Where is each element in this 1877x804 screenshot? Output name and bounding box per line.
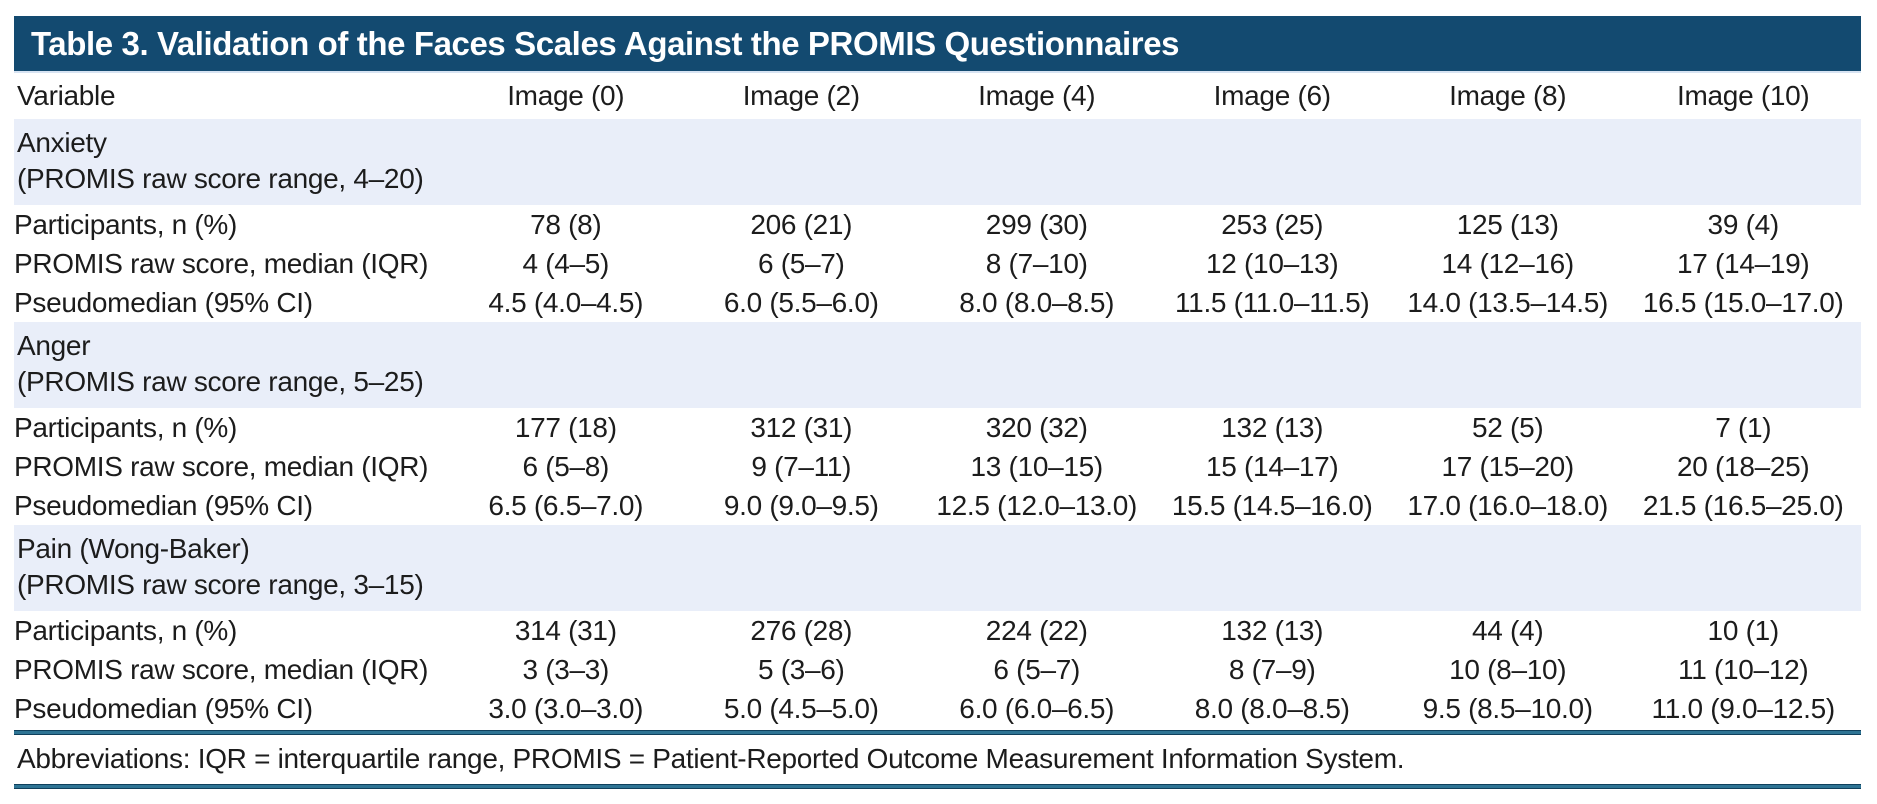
table-row: PROMIS raw score, median (IQR) 6 (5–8) 9… <box>14 447 1861 486</box>
table-cell: 52 (5) <box>1472 412 1544 443</box>
table-row: PROMIS raw score, median (IQR) 3 (3–3) 5… <box>14 650 1861 689</box>
table-cell: 16.5 (15.0–17.0) <box>1642 287 1844 318</box>
row-label: Participants, n (%) <box>14 615 238 646</box>
table-row: Participants, n (%) 314 (31) 276 (28) 22… <box>14 611 1861 650</box>
section-header-cell: Pain (Wong-Baker) (PROMIS raw score rang… <box>14 525 1861 611</box>
section-name: Anger <box>17 330 91 361</box>
table-cell: 8 (7–10) <box>985 248 1088 279</box>
table-cell: 11 (10–12) <box>1678 654 1809 685</box>
table-cell: 177 (18) <box>514 412 617 443</box>
table-cell: 17.0 (16.0–18.0) <box>1407 490 1609 521</box>
section-header-row-pain: Pain (Wong-Baker) (PROMIS raw score rang… <box>14 525 1861 611</box>
table-cell: 224 (22) <box>985 615 1088 646</box>
table-cell: 4.5 (4.0–4.5) <box>488 287 644 318</box>
table-cell: 6.5 (6.5–7.0) <box>488 490 644 521</box>
table-cell: 13 (10–15) <box>970 451 1104 482</box>
row-label: Pseudomedian (95% CI) <box>14 693 313 724</box>
table-cell: 9.0 (9.0–9.5) <box>723 490 879 521</box>
row-label: Participants, n (%) <box>14 412 238 443</box>
table-cell: 4 (4–5) <box>522 248 610 279</box>
divider-rule-bottom <box>14 784 1861 789</box>
row-label: Participants, n (%) <box>14 209 238 240</box>
table-cell: 6.0 (6.0–6.5) <box>959 693 1115 724</box>
table-cell: 5 (3–6) <box>757 654 845 685</box>
table-row: Pseudomedian (95% CI) 3.0 (3.0–3.0) 5.0 … <box>14 689 1861 728</box>
table-cell: 8.0 (8.0–8.5) <box>1194 693 1350 724</box>
section-range-note: (PROMIS raw score range, 4–20) <box>17 163 424 194</box>
table-row: Pseudomedian (95% CI) 6.5 (6.5–7.0) 9.0 … <box>14 486 1861 525</box>
table-cell: 3.0 (3.0–3.0) <box>488 693 644 724</box>
row-label: Pseudomedian (95% CI) <box>14 490 313 521</box>
table-row: Participants, n (%) 78 (8) 206 (21) 299 … <box>14 205 1861 244</box>
section-name: Pain (Wong-Baker) <box>17 533 250 564</box>
table-row: Participants, n (%) 177 (18) 312 (31) 32… <box>14 408 1861 447</box>
table-cell: 312 (31) <box>750 412 853 443</box>
table-cell: 5.0 (4.5–5.0) <box>723 693 879 724</box>
column-header-image-10: Image (10) <box>1677 80 1810 111</box>
section-header-row-anxiety: Anxiety (PROMIS raw score range, 4–20) <box>14 119 1861 205</box>
table-cell: 9 (7–11) <box>751 451 852 482</box>
table-cell: 6.0 (5.5–6.0) <box>723 287 879 318</box>
section-header-cell: Anger (PROMIS raw score range, 5–25) <box>14 322 1861 408</box>
table-cell: 8 (7–9) <box>1228 654 1316 685</box>
section-name: Anxiety <box>17 127 107 158</box>
section-range-note: (PROMIS raw score range, 3–15) <box>17 569 424 600</box>
column-header-image-4: Image (4) <box>978 80 1096 111</box>
table-cell: 78 (8) <box>530 209 602 240</box>
divider-rule-top <box>14 730 1861 735</box>
table-cell: 11.0 (9.0–12.5) <box>1651 693 1836 724</box>
column-header-image-8: Image (8) <box>1449 80 1567 111</box>
table-title: Table 3. Validation of the Faces Scales … <box>31 24 1180 62</box>
table-cell: 12.5 (12.0–13.0) <box>936 490 1138 521</box>
table-cell: 6 (5–8) <box>522 451 610 482</box>
table-cell: 11.5 (11.0–11.5) <box>1174 287 1370 318</box>
table-row: Pseudomedian (95% CI) 4.5 (4.0–4.5) 6.0 … <box>14 283 1861 322</box>
table-cell: 8.0 (8.0–8.5) <box>959 287 1115 318</box>
row-label: PROMIS raw score, median (IQR) <box>14 248 429 279</box>
table-cell: 15.5 (14.5–16.0) <box>1171 490 1373 521</box>
abbreviations-note: Abbreviations: IQR = interquartile range… <box>17 743 1405 774</box>
column-header-row: Variable Image (0) Image (2) Image (4) I… <box>14 73 1861 119</box>
table-cell: 132 (13) <box>1221 412 1324 443</box>
table-cell: 12 (10–13) <box>1206 248 1339 279</box>
table-cell: 314 (31) <box>514 615 617 646</box>
table-cell: 7 (1) <box>1715 412 1772 443</box>
validation-table: Variable Image (0) Image (2) Image (4) I… <box>14 73 1861 728</box>
column-header-image-6: Image (6) <box>1213 80 1331 111</box>
table-cell: 299 (30) <box>985 209 1088 240</box>
row-label: PROMIS raw score, median (IQR) <box>14 451 429 482</box>
table-cell: 17 (15–20) <box>1441 451 1574 482</box>
table-cell: 14.0 (13.5–14.5) <box>1407 287 1609 318</box>
table-cell: 15 (14–17) <box>1206 451 1339 482</box>
table-cell: 132 (13) <box>1221 615 1324 646</box>
table-title-bar: Table 3. Validation of the Faces Scales … <box>14 16 1861 73</box>
table-cell: 276 (28) <box>750 615 853 646</box>
table-cell: 320 (32) <box>985 412 1088 443</box>
row-label: Pseudomedian (95% CI) <box>14 287 313 318</box>
table-cell: 206 (21) <box>750 209 853 240</box>
section-header-cell: Anxiety (PROMIS raw score range, 4–20) <box>14 119 1861 205</box>
column-header-image-0: Image (0) <box>507 80 625 111</box>
table-cell: 253 (25) <box>1221 209 1324 240</box>
table-cell: 9.5 (8.5–10.0) <box>1422 693 1593 724</box>
table-cell: 10 (1) <box>1707 615 1780 646</box>
section-range-note: (PROMIS raw score range, 5–25) <box>17 366 424 397</box>
table-cell: 125 (13) <box>1456 209 1559 240</box>
column-header-image-2: Image (2) <box>742 80 860 111</box>
table-row: PROMIS raw score, median (IQR) 4 (4–5) 6… <box>14 244 1861 283</box>
table-cell: 39 (4) <box>1707 209 1780 240</box>
table-cell: 20 (18–25) <box>1677 451 1810 482</box>
table-cell: 6 (5–7) <box>993 654 1081 685</box>
table-cell: 44 (4) <box>1472 615 1544 646</box>
table-cell: 3 (3–3) <box>522 654 610 685</box>
table-cell: 17 (14–19) <box>1677 248 1810 279</box>
column-header-variable: Variable <box>17 80 116 111</box>
row-label: PROMIS raw score, median (IQR) <box>14 654 429 685</box>
table-cell: 10 (8–10) <box>1449 654 1567 685</box>
table-cell: 21.5 (16.5–25.0) <box>1642 490 1844 521</box>
table-cell: 14 (12–16) <box>1441 248 1574 279</box>
section-header-row-anger: Anger (PROMIS raw score range, 5–25) <box>14 322 1861 408</box>
table-cell: 6 (5–7) <box>757 248 845 279</box>
